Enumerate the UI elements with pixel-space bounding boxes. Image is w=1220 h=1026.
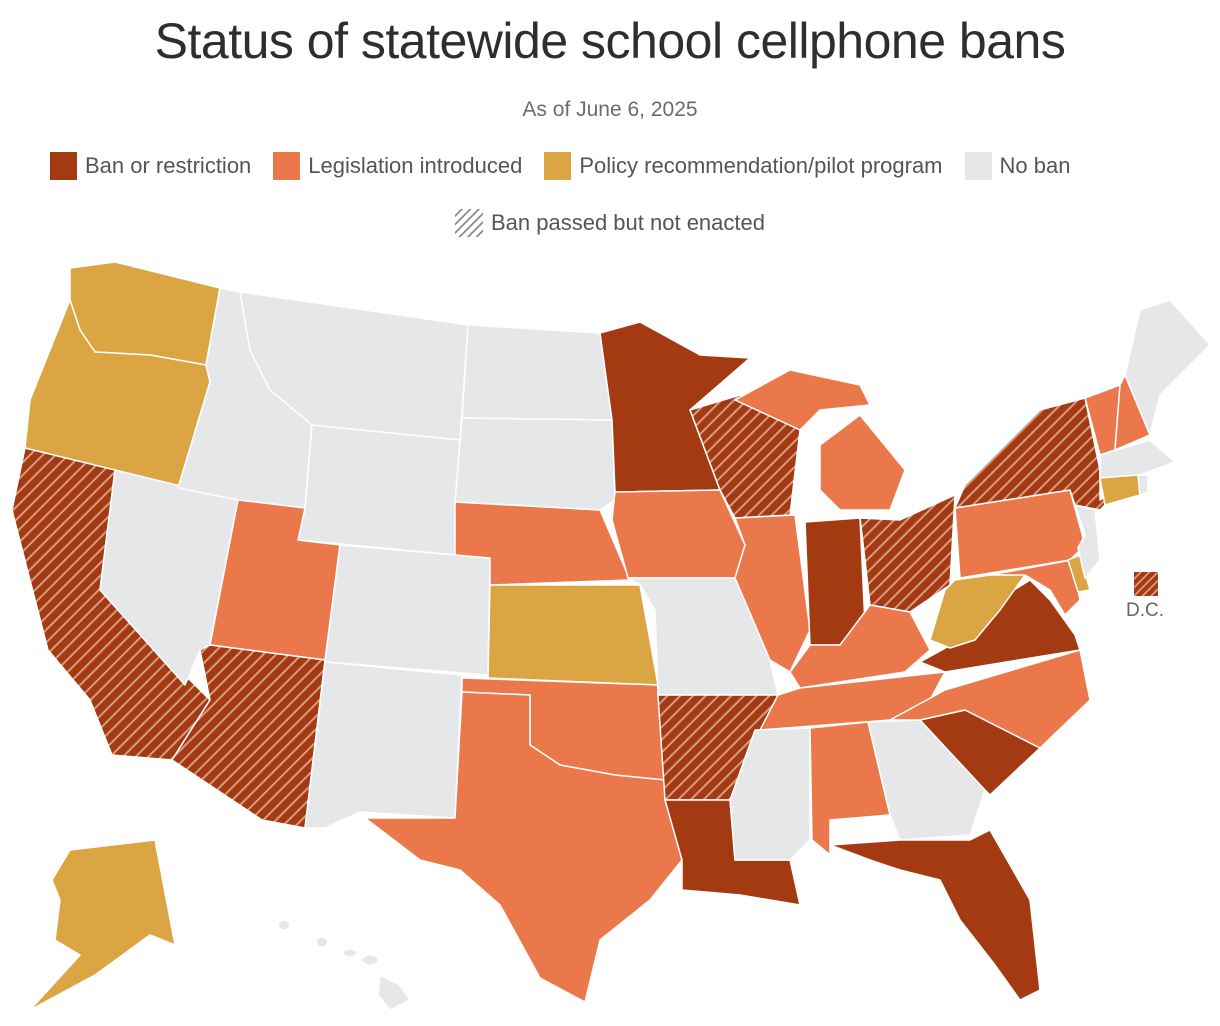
state-ct	[1099, 474, 1141, 506]
us-map	[11, 261, 1211, 1011]
hatch-swatch-icon	[455, 209, 483, 237]
state-mi	[734, 369, 906, 511]
chart-title: Status of statewide school cellphone ban…	[154, 13, 1066, 69]
state-sd	[454, 417, 616, 511]
state-tx	[364, 691, 683, 1003]
chart-subtitle: As of June 6, 2025	[522, 98, 698, 121]
state-oh	[859, 494, 956, 613]
state-az	[171, 644, 326, 829]
state-co	[324, 544, 491, 676]
legend-label: Policy recommendation/pilot program	[579, 153, 943, 178]
legend-item-ban: Ban or restriction	[50, 152, 251, 180]
legend-label: Legislation introduced	[308, 153, 523, 178]
state-de	[1067, 554, 1091, 593]
state-ky	[789, 604, 931, 689]
state-hi	[277, 919, 411, 1011]
state-ri	[1137, 474, 1149, 496]
legend: Ban or restriction Legislation introduce…	[50, 152, 1070, 180]
dc-label: D.C.	[1126, 600, 1164, 621]
state-ia	[611, 489, 746, 579]
state-ak	[29, 839, 246, 1011]
state-nc	[889, 649, 1091, 749]
state-me	[1124, 299, 1211, 436]
ban-swatch-icon	[50, 152, 77, 180]
state-nd	[461, 324, 613, 421]
policy-swatch-icon	[544, 152, 572, 180]
state-nj	[1074, 504, 1101, 579]
legend-item-none: No ban	[964, 152, 1071, 180]
state-wy	[297, 424, 461, 556]
legislation-swatch-icon	[273, 152, 301, 180]
state-fl	[829, 829, 1041, 1001]
state-ks	[487, 584, 659, 686]
legend-label: No ban	[999, 153, 1071, 178]
legend-label: Ban passed but not enacted	[491, 210, 765, 235]
dc-swatch-icon	[1134, 572, 1158, 596]
state-ma	[1099, 439, 1176, 479]
legend-hatch: Ban passed but not enacted	[0, 209, 1220, 237]
legend-label: Ban or restriction	[85, 153, 252, 178]
state-il	[734, 514, 811, 673]
legend-item-policy: Policy recommendation/pilot program	[544, 152, 943, 180]
no-ban-swatch-icon	[964, 152, 992, 180]
state-nm	[304, 661, 463, 829]
legend-item-legislation: Legislation introduced	[273, 152, 522, 180]
